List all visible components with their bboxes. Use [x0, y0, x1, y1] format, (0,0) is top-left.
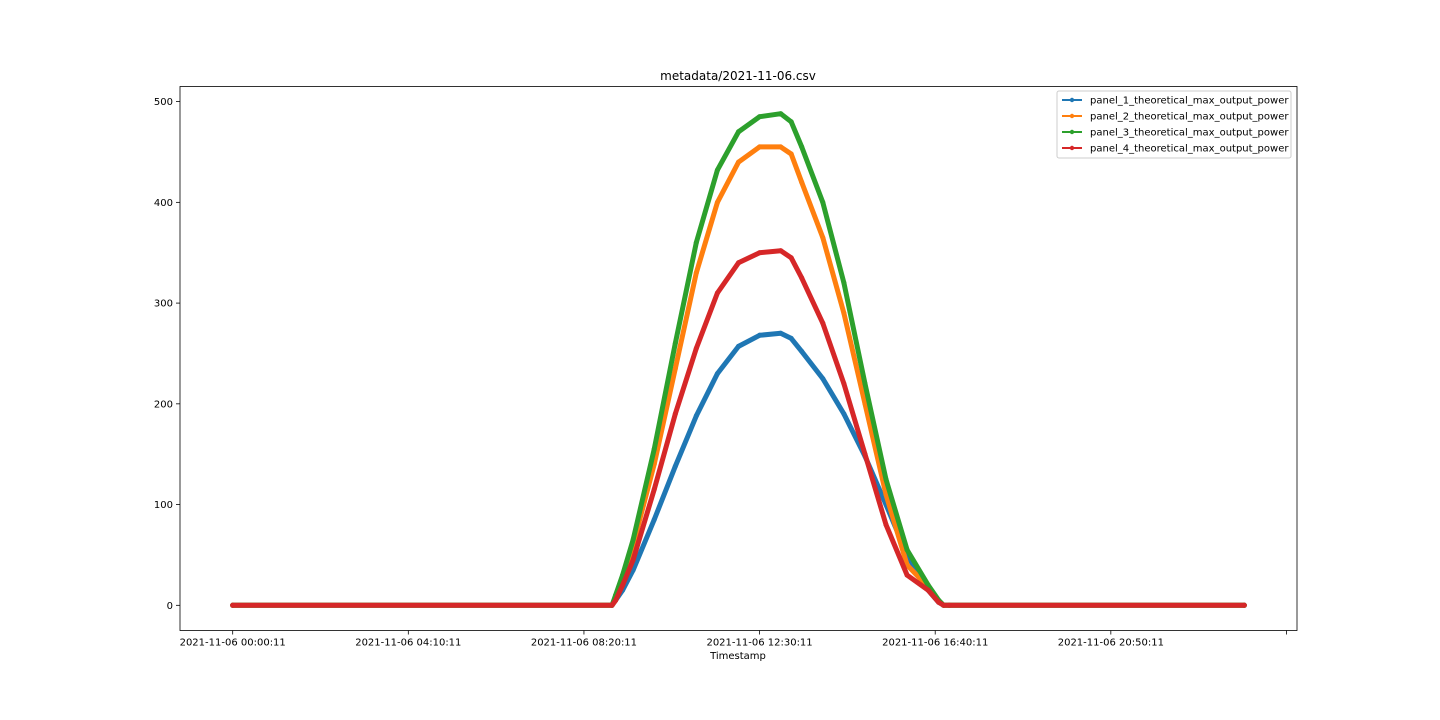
data-point [883, 522, 889, 528]
data-point [1241, 602, 1247, 608]
data-point [714, 167, 720, 173]
data-point [820, 199, 826, 205]
data-point [788, 255, 794, 261]
data-point [799, 179, 805, 185]
data-point [693, 345, 699, 351]
data-point [651, 487, 657, 492]
data-point [630, 537, 636, 543]
data-point [736, 260, 741, 266]
x-tick-label: 2021-11-06 20:50:11 [1058, 638, 1164, 649]
data-point [841, 411, 847, 417]
data-point [613, 597, 619, 603]
data-point [630, 557, 636, 563]
legend-label: panel_1_theoretical_max_output_power [1090, 96, 1289, 107]
legend-marker [1069, 113, 1075, 119]
legend-entry: panel_4_theoretical_max_output_power [1062, 144, 1289, 155]
x-tick-label: 2021-11-06 12:30:11 [706, 638, 812, 649]
data-point [862, 451, 868, 457]
data-point [778, 248, 784, 254]
y-tick-label: 0 [167, 601, 173, 612]
y-tick-label: 500 [154, 97, 173, 108]
y-axis: 0 100 200 300 400 500 [154, 97, 180, 612]
data-point [904, 547, 910, 553]
x-axis-label: Timestamp [709, 651, 766, 662]
data-point [788, 151, 794, 157]
x-axis: 2021-11-06 00:00:11 2021-11-06 04:10:11 20… [180, 630, 1287, 649]
data-point [714, 371, 720, 377]
data-point [757, 250, 763, 256]
data-point [230, 602, 236, 608]
data-point [883, 476, 889, 482]
data-point [883, 492, 889, 497]
data-point [941, 602, 947, 608]
legend-marker [1069, 97, 1075, 103]
data-point [736, 129, 741, 135]
y-tick-label: 400 [154, 198, 173, 209]
data-point [904, 572, 910, 578]
data-point [757, 332, 763, 338]
data-point [736, 159, 741, 165]
legend-label: panel_2_theoretical_max_output_power [1090, 112, 1289, 123]
data-point [862, 381, 868, 387]
data-point [620, 582, 626, 588]
data-point [788, 119, 794, 125]
data-point [936, 599, 942, 605]
data-point [841, 310, 847, 316]
data-point [651, 446, 657, 452]
data-point [799, 348, 805, 354]
series-line [230, 248, 1247, 608]
data-point [820, 376, 826, 382]
x-tick-label: 2021-11-06 16:40:11 [882, 638, 988, 649]
data-point [609, 602, 615, 608]
data-point [925, 587, 931, 593]
data-point [693, 270, 699, 276]
data-point [820, 320, 826, 326]
legend: panel_1_theoretical_max_output_powerpane… [1056, 90, 1292, 159]
legend-entry: panel_2_theoretical_max_output_power [1062, 112, 1289, 123]
series-line [230, 111, 1247, 608]
data-point [672, 340, 678, 346]
data-point [757, 114, 763, 120]
data-point [841, 381, 847, 387]
data-point [693, 240, 699, 246]
x-tick-label: 2021-11-06 08:20:11 [531, 638, 637, 649]
legend-marker [1069, 129, 1075, 135]
series-layer [230, 111, 1247, 608]
legend-box [1056, 90, 1292, 159]
data-point [672, 463, 678, 469]
legend-entry: panel_1_theoretical_max_output_power [1062, 96, 1289, 107]
data-point [672, 366, 678, 372]
data-point [778, 111, 784, 117]
data-point [788, 335, 794, 341]
data-point [651, 517, 657, 523]
data-point [736, 343, 741, 349]
series-4 [230, 248, 1247, 608]
legend-label: panel_3_theoretical_max_output_power [1090, 128, 1289, 139]
y-tick-label: 200 [154, 399, 173, 410]
data-point [757, 144, 763, 150]
x-tick-label: 2021-11-06 00:00:11 [180, 638, 286, 649]
legend-entry: panel_3_theoretical_max_output_power [1062, 128, 1289, 139]
legend-label: panel_4_theoretical_max_output_power [1090, 144, 1289, 155]
x-tick-label: 2021-11-06 04:10:11 [355, 638, 461, 649]
data-point [693, 413, 699, 419]
data-point [820, 235, 826, 241]
data-point [799, 144, 805, 150]
data-point [862, 401, 868, 407]
y-tick-label: 300 [154, 299, 173, 310]
data-point [714, 290, 720, 296]
data-point [946, 602, 952, 608]
data-point [778, 330, 784, 336]
legend-marker [1069, 145, 1075, 151]
data-point [778, 144, 784, 150]
chart-title: metadata/2021-11-06.csv [660, 69, 816, 83]
data-point [841, 280, 847, 286]
data-point [714, 199, 720, 205]
data-point [672, 411, 678, 417]
axes-frame [179, 86, 1298, 631]
y-tick-label: 100 [154, 500, 173, 511]
data-point [799, 275, 805, 281]
